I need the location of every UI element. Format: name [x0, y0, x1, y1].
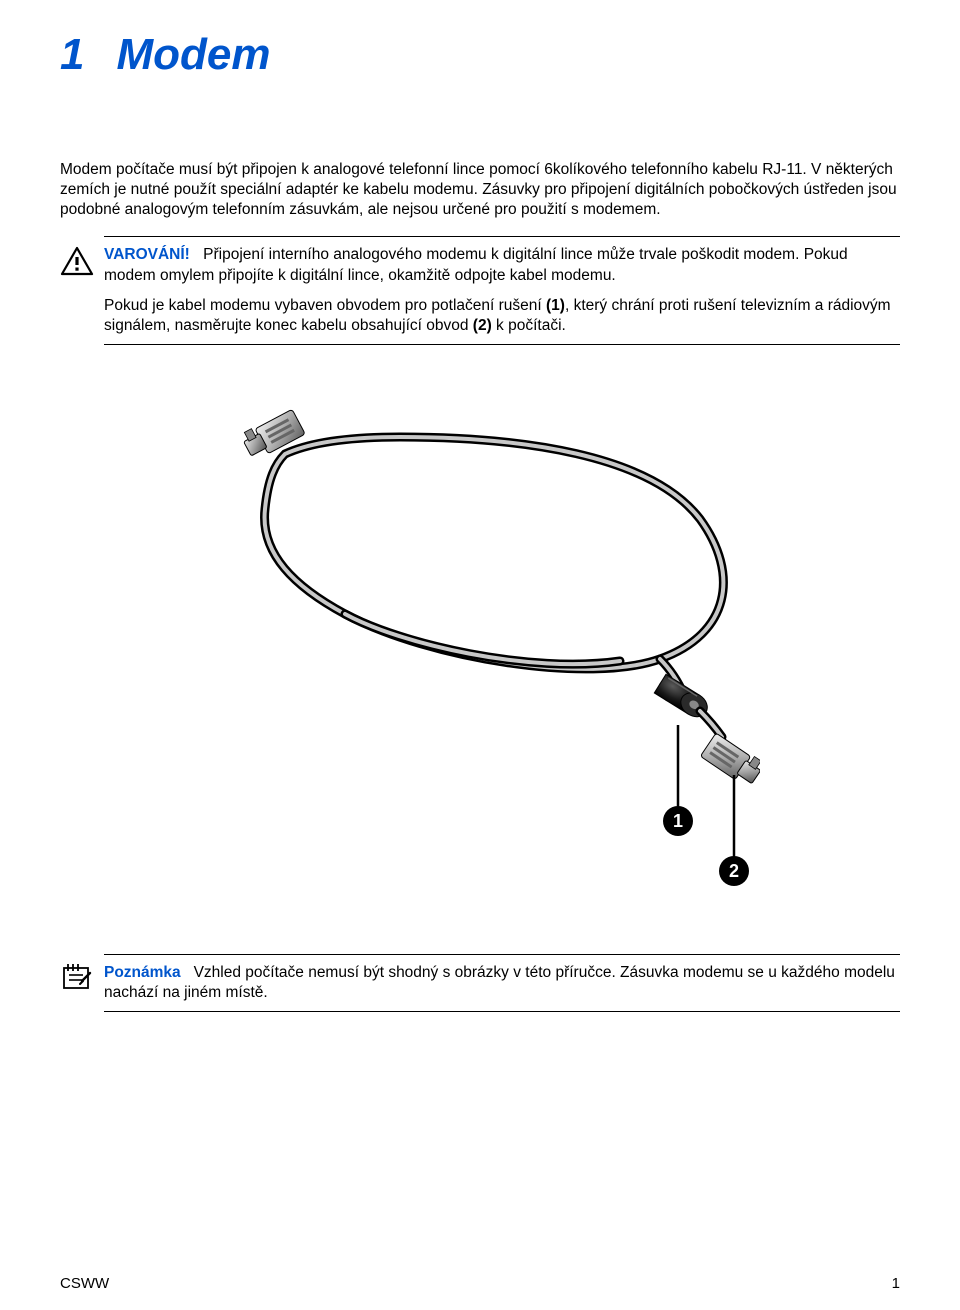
- footer-left: CSWW: [60, 1275, 109, 1292]
- note-block: Poznámka Vzhled počítače nemusí být shod…: [60, 954, 900, 1012]
- warning-label: VAROVÁNÍ!: [104, 246, 190, 263]
- callout-1: 1: [673, 811, 683, 831]
- warning-icon: [60, 246, 94, 276]
- note-label: Poznámka: [104, 964, 181, 981]
- note-icon: [60, 962, 94, 992]
- note-content: Poznámka Vzhled počítače nemusí být shod…: [104, 954, 900, 1012]
- page-header: 1 Modem: [60, 30, 900, 80]
- cable-illustration: 1 2: [60, 399, 900, 894]
- page-footer: CSWW 1: [60, 1275, 900, 1292]
- intro-paragraph: Modem počítače musí být připojen k analo…: [60, 160, 900, 220]
- callout-2: 2: [729, 861, 739, 881]
- chapter-title: Modem: [116, 30, 270, 80]
- warning-block: VAROVÁNÍ! Připojení interního analogovéh…: [60, 236, 900, 345]
- warning-text-1: Připojení interního analogového modemu k…: [104, 246, 848, 283]
- chapter-number: 1: [60, 30, 84, 80]
- warning-text-2: Pokud je kabel modemu vybaven obvodem pr…: [104, 296, 900, 336]
- note-text: Vzhled počítače nemusí být shodný s obrá…: [104, 964, 895, 1001]
- warning-content: VAROVÁNÍ! Připojení interního analogovéh…: [104, 236, 900, 345]
- footer-page-number: 1: [892, 1275, 900, 1292]
